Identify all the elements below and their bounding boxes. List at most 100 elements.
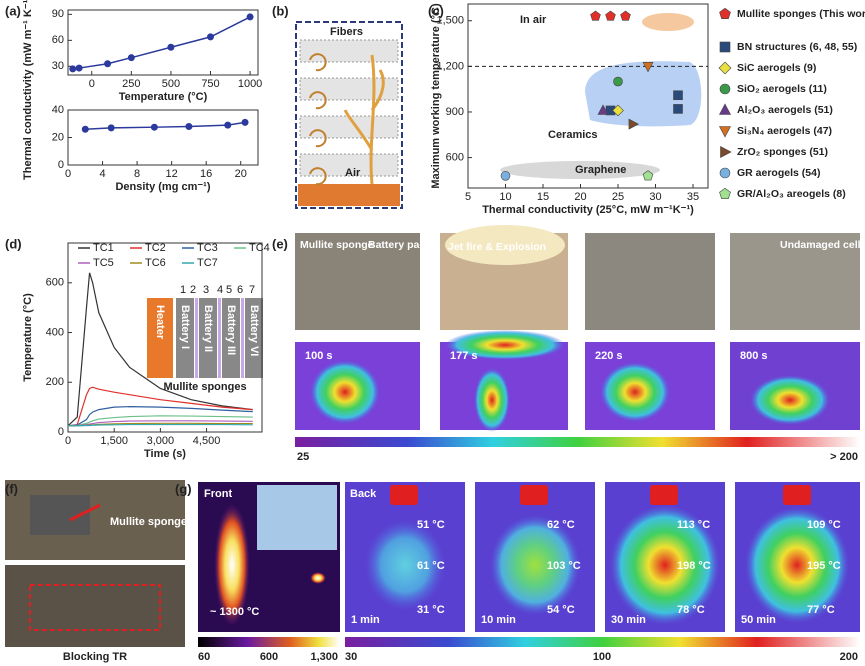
- y-tick-label: 200: [46, 376, 64, 388]
- marker: [620, 10, 631, 21]
- heater-block: [147, 298, 173, 378]
- time-label: 1 min: [351, 614, 380, 626]
- in-air-region: [642, 13, 694, 31]
- colorbar: [295, 437, 860, 447]
- flame: [214, 503, 250, 627]
- legend-swatch: [719, 187, 731, 199]
- photo: [585, 233, 715, 330]
- temperature-label: 195 °C: [807, 560, 841, 572]
- plot-frame: [467, 3, 709, 189]
- x-tick-label: 750: [201, 78, 219, 90]
- panel-label: (b): [272, 3, 289, 18]
- time-label: 177 s: [450, 350, 478, 362]
- hot-spot: [490, 515, 580, 615]
- battery-block: [245, 298, 263, 378]
- sponge-layer: [218, 298, 221, 378]
- data-point: [127, 54, 135, 62]
- sponge-layer: [195, 298, 198, 378]
- photo: [5, 565, 185, 647]
- sensor-number: 1: [180, 284, 186, 296]
- sensor-number: 7: [249, 284, 255, 296]
- time-label: 10 min: [481, 614, 516, 626]
- temperature-label: 103 °C: [547, 560, 581, 572]
- heat-flow: [343, 54, 385, 185]
- temperature-label: 54 °C: [547, 604, 575, 616]
- legend-label: SiO₂ aerogels (11): [737, 83, 827, 95]
- y-tick-label: 90: [52, 8, 64, 20]
- series-line: [68, 423, 253, 427]
- legend-label: Mullite sponges (This work): [737, 8, 865, 20]
- photo: [295, 233, 420, 330]
- photo-label: Back: [350, 488, 377, 500]
- legend-swatch: [719, 7, 731, 19]
- data-point: [107, 124, 115, 132]
- y-tick-label: 600: [46, 277, 64, 289]
- block-label: Battery VI: [248, 305, 260, 356]
- marker: [612, 104, 624, 117]
- x-tick-label: 30: [649, 191, 661, 203]
- x-tick-label: 25: [612, 191, 624, 203]
- sponge-layer: [241, 298, 244, 378]
- temperature-label: 51 °C: [417, 519, 445, 531]
- data-point: [81, 125, 89, 133]
- x-tick-label: 1000: [238, 78, 262, 90]
- heat-source: [298, 184, 400, 206]
- time-label: 220 s: [595, 350, 623, 362]
- legend-swatch: [719, 167, 731, 179]
- data-point: [104, 60, 112, 68]
- legend-label: TC6: [145, 257, 166, 269]
- series-line: [67, 415, 253, 427]
- block-label: Battery II: [202, 305, 214, 352]
- x-tick-label: 12: [166, 168, 178, 180]
- marker: [642, 170, 654, 181]
- block-label: Battery I: [179, 305, 191, 349]
- flame-tip: [310, 572, 326, 584]
- colorbar-label: 200: [840, 651, 858, 663]
- legend-label: TC5: [93, 257, 114, 269]
- time-label: 800 s: [740, 350, 768, 362]
- colorbar-label: 30: [345, 651, 357, 663]
- time-label: 100 s: [305, 350, 333, 362]
- legend-label: TC1: [93, 242, 114, 254]
- hot-spot: [600, 362, 670, 422]
- series-line: [72, 16, 251, 70]
- hot-spot: [750, 375, 830, 425]
- temperature-label: 109 °C: [807, 519, 841, 531]
- series-line: [67, 272, 253, 427]
- series-line: [67, 406, 253, 427]
- photo-label: Battery pack: [368, 239, 431, 251]
- y-axis-label: Thermal conductivity (mW m⁻¹ K⁻¹): [22, 0, 34, 180]
- highlight-box: [29, 584, 161, 631]
- y-tick-label: 1,200: [436, 60, 464, 72]
- inset-photo: [257, 485, 337, 550]
- y-tick-label: 0: [58, 159, 64, 171]
- x-tick-label: 250: [122, 78, 140, 90]
- x-tick-label: 0: [65, 168, 71, 180]
- legend-label: ZrO₂ sponges (51): [737, 146, 828, 158]
- legend-swatch: [719, 103, 731, 115]
- legend-label: TC7: [197, 257, 218, 269]
- legend-label: BN structures (6, 48, 55): [737, 41, 857, 53]
- marker: [673, 90, 683, 101]
- data-point: [246, 13, 254, 21]
- photo-label: Jet fire & Explosion: [448, 241, 546, 253]
- legend-label: GR/Al₂O₃ areogels (8): [737, 188, 846, 200]
- x-tick-label: 0: [89, 78, 95, 90]
- x-tick-label: 10: [499, 191, 511, 203]
- temperature-label: 31 °C: [417, 604, 445, 616]
- y-axis-label: Maximum working temperature (°C): [430, 3, 442, 189]
- arrow: [69, 503, 101, 522]
- colorbar-label: 600: [260, 651, 278, 663]
- panel-label: (a): [5, 3, 21, 18]
- block-label: Heater: [154, 305, 166, 340]
- marker: [605, 10, 616, 21]
- data-point: [75, 64, 83, 72]
- hot-spot: [745, 507, 849, 623]
- ceramics-region: [585, 61, 702, 127]
- x-axis-label: Time (s): [144, 448, 186, 460]
- photo-label: Mullite sponges: [110, 516, 193, 528]
- panel-label: (g): [175, 481, 192, 496]
- x-axis-label: Density (mg cm⁻¹): [115, 181, 210, 193]
- layout: [5, 13, 860, 647]
- legend-label: SiC aerogels (9): [737, 62, 816, 74]
